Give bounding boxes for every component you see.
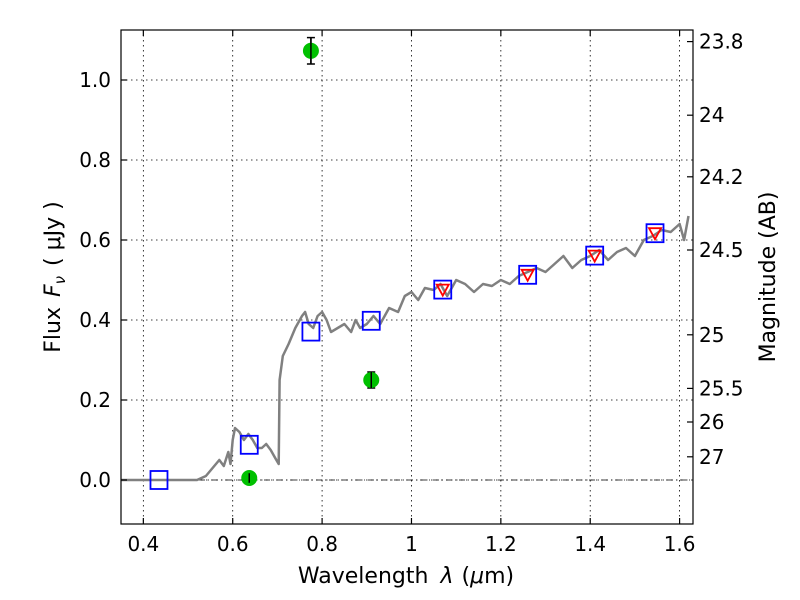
y-tick-label: 0.2 [79,388,111,412]
y2-tick-label: 24 [699,103,724,127]
y-tick-label: 0.6 [79,228,111,252]
upper-limit-triangle [647,227,663,242]
y2-tick-label: 27 [699,445,724,469]
y-tick-label: 1.0 [79,68,111,92]
x-tick-label: 1.4 [574,532,606,556]
upper-limit-triangles [435,227,663,298]
model-photometry-squares [149,223,665,490]
photometry-square [361,310,381,331]
x-tick-label: 0.8 [306,532,338,556]
y2-tick-label: 24.2 [699,165,744,189]
y2-tick-label: 25 [699,323,724,347]
x-tick-label: 1 [405,532,418,556]
x-axis-label: Wavelength λ (μm) [298,564,514,589]
grid-lines [121,30,693,524]
y2-axis-label: Magnitude (AB) [756,192,781,363]
photometry-square [433,279,453,300]
y-axis-label: FluxFν( μJy ) [41,201,69,352]
detection-points [241,36,380,486]
x-axis-ticks: 0.4 0.6 0.8 1 1.2 1.4 1.6 [127,30,696,556]
photometry-square [239,434,259,455]
photometry-square [645,223,665,244]
y-axis-ticks: 0.0 0.2 0.4 0.6 0.8 1.0 [79,68,127,492]
photometry-square [518,264,538,285]
x-tick-label: 0.4 [127,532,159,556]
y-tick-label: 0.8 [79,148,111,172]
plot-frame [120,29,694,525]
y2-tick-label: 26 [699,410,724,434]
model-spectrum [121,215,690,482]
x-tick-label: 1.6 [664,532,696,556]
x-tick-label: 0.6 [217,532,249,556]
y2-tick-label: 24.5 [699,238,744,262]
photometry-square [149,470,169,490]
y-tick-label: 0.4 [79,308,111,332]
y2-tick-label: 25.5 [699,376,744,400]
upper-limit-triangle [435,283,451,298]
photometry-square [301,321,321,342]
upper-limit-triangle [587,249,603,264]
y2-tick-label: 23.8 [699,30,744,54]
spectrum-line [121,215,690,482]
y-tick-label: 0.0 [79,468,111,492]
x-tick-label: 1.2 [485,532,517,556]
upper-limit-triangle [520,268,536,283]
y2-axis-ticks: 23.8 24 24.2 24.5 25 25.5 26 27 [687,30,744,469]
photometry-square [585,245,605,266]
